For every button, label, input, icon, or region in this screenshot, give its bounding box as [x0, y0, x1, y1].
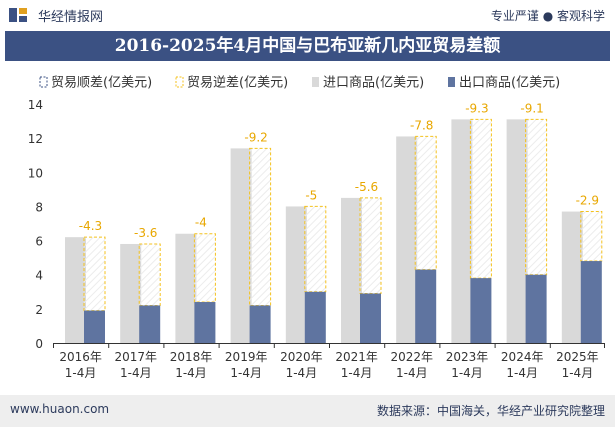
y-tick-label: 6 [35, 235, 43, 249]
website-link[interactable]: www.huaon.com [10, 402, 110, 416]
import-bar [451, 119, 473, 343]
x-tick-label: 2023年 [446, 350, 489, 364]
x-tick-label: 1-4月 [506, 366, 538, 380]
import-bar [120, 243, 142, 343]
export-bar [415, 269, 437, 343]
deficit-bar [359, 197, 382, 294]
legend-label-export: 出口商品(亿美元) [459, 76, 560, 91]
x-tick-label: 1-4月 [451, 366, 483, 380]
x-tick-label: 2024年 [501, 350, 544, 364]
deficit-bar [580, 211, 603, 262]
x-tick-label: 1-4月 [286, 366, 318, 380]
deficit-bar [249, 147, 272, 306]
deficit-data-label: -7.8 [410, 118, 433, 132]
import-bar [175, 233, 197, 343]
x-tick-label: 2019年 [225, 350, 268, 364]
deficit-data-label: -5.6 [355, 180, 378, 194]
x-tick-label: 1-4月 [175, 366, 207, 380]
export-bar [194, 302, 216, 343]
legend-label-surplus: 贸易顺差(亿美元) [51, 76, 152, 91]
x-tick-label: 2022年 [391, 350, 434, 364]
x-tick-label: 1-4月 [562, 366, 594, 380]
export-bar [139, 305, 161, 343]
footer-bar: www.huaon.com 数据来源：中国海关，华经产业研究院整理 [0, 395, 615, 427]
deficit-bar [304, 205, 327, 293]
import-bar [396, 136, 418, 343]
deficit-data-label: -9.2 [244, 130, 267, 144]
tagline: 专业严谨 ● 客观科学 [490, 9, 605, 23]
deficit-data-label: -3.6 [134, 226, 157, 240]
x-tick-label: 1-4月 [230, 366, 262, 380]
brand-logo-icon [9, 8, 27, 22]
y-tick-label: 14 [28, 98, 43, 112]
import-bar [561, 211, 583, 343]
title-bar: 2016-2025年4月中国与巴布亚新几内亚贸易差额 [5, 31, 610, 61]
deficit-data-label: -4.3 [79, 219, 102, 233]
deficit-bar [525, 118, 548, 276]
legend-swatch-export [448, 77, 455, 87]
brand-name: 华经情报网 [38, 10, 104, 25]
import-bar [230, 148, 252, 343]
x-tick-label: 2017年 [115, 350, 158, 364]
chart-title: 2016-2025年4月中国与巴布亚新几内亚贸易差额 [114, 36, 501, 56]
x-tick-label: 2018年 [170, 350, 213, 364]
x-tick-label: 2021年 [335, 350, 378, 364]
deficit-bar [138, 243, 161, 306]
export-bar [580, 261, 602, 343]
x-tick-label: 2025年 [556, 350, 599, 364]
legend-swatch-deficit [175, 76, 184, 88]
y-tick-label: 0 [35, 337, 43, 351]
y-tick-label: 10 [28, 166, 43, 180]
export-bar [249, 305, 271, 343]
deficit-data-label: -4 [195, 216, 207, 230]
legend-label-deficit: 贸易逆差(亿美元) [187, 75, 288, 91]
import-bar [341, 197, 362, 343]
top-bar: 华经情报网 专业严谨 ● 客观科学 [0, 0, 615, 30]
y-tick-label: 8 [35, 200, 43, 214]
deficit-bar [414, 135, 437, 271]
deficit-data-label: -9.3 [465, 101, 488, 115]
y-tick-label: 4 [35, 269, 43, 283]
chart-area: 贸易顺差(亿美元) 贸易逆差(亿美元) 进口商品(亿美元) 出口商品(亿美元) 0 2 4 6… [28, 75, 605, 380]
import-bar [285, 206, 307, 343]
x-tick-label: 1-4月 [341, 366, 373, 380]
legend-label-import: 进口商品(亿美元) [323, 76, 424, 91]
export-bar [525, 274, 547, 343]
deficit-bar [469, 118, 492, 279]
export-bar [360, 293, 381, 343]
export-bar [84, 310, 105, 343]
deficit-data-label: -2.9 [576, 194, 599, 208]
x-tick-label: 2016年 [59, 350, 102, 364]
legend-swatch-surplus [39, 76, 48, 88]
import-bar [506, 119, 528, 343]
deficit-bar [193, 233, 216, 303]
import-bar [65, 237, 86, 343]
deficit-data-label: -9.1 [520, 101, 543, 115]
y-tick-label: 2 [35, 303, 43, 317]
deficit-data-label: -5 [305, 188, 317, 202]
deficit-bar [83, 236, 106, 312]
x-tick-label: 2020年 [280, 350, 323, 364]
x-tick-label: 1-4月 [396, 366, 428, 380]
x-tick-label: 1-4月 [120, 366, 152, 380]
export-bar [470, 278, 492, 343]
data-source: 数据来源：中国海关，华经产业研究院整理 [376, 404, 605, 418]
y-tick-label: 12 [28, 132, 43, 146]
legend-swatch-import [312, 77, 319, 87]
export-bar [304, 291, 326, 343]
x-tick-label: 1-4月 [65, 366, 97, 380]
